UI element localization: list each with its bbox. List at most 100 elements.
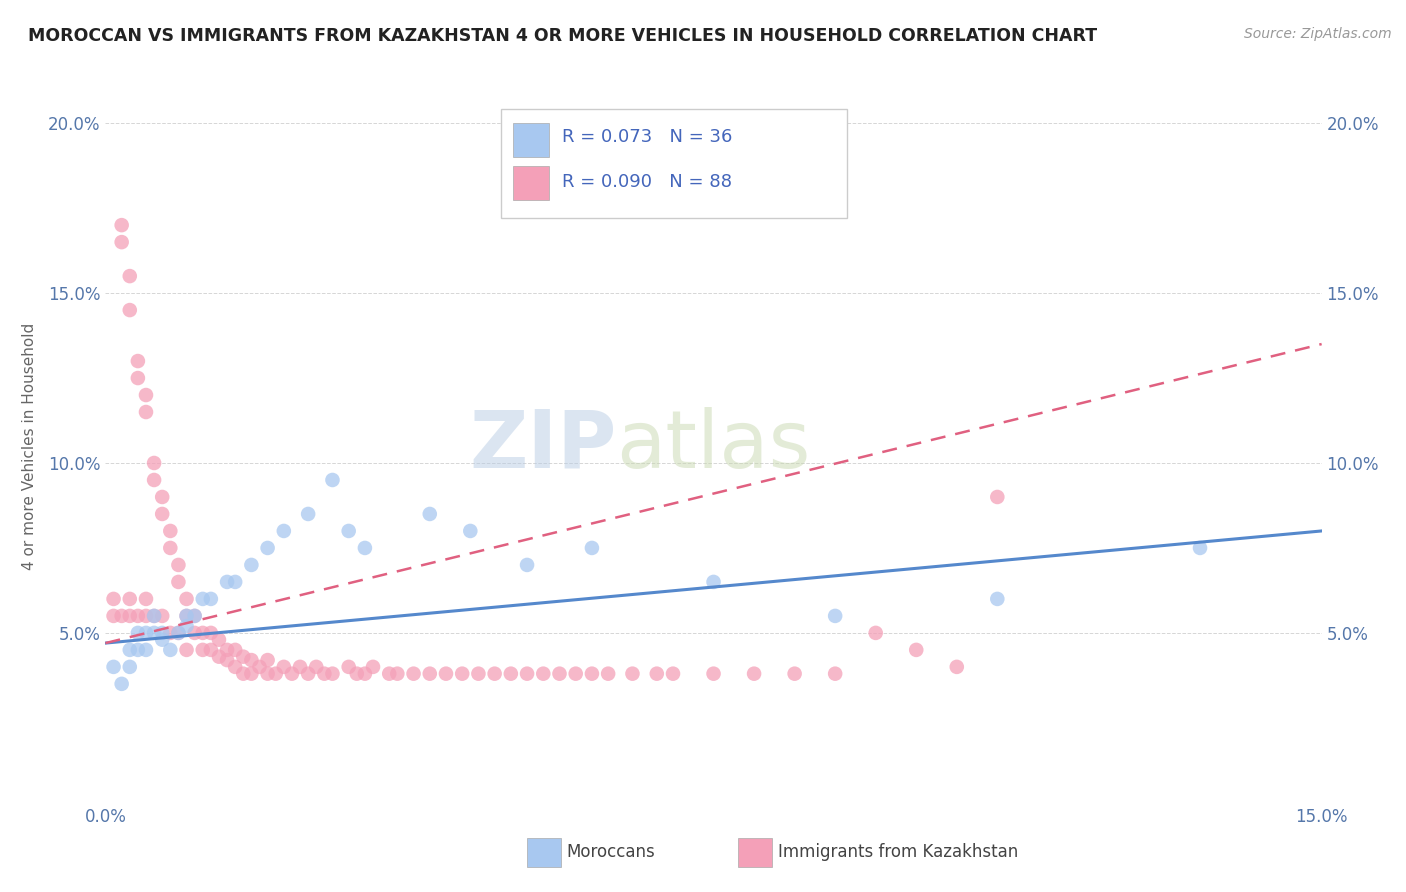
Point bbox=[434, 666, 457, 681]
Point bbox=[297, 666, 319, 681]
Point bbox=[273, 660, 295, 674]
FancyBboxPatch shape bbox=[501, 109, 848, 218]
Point bbox=[264, 666, 287, 681]
Point bbox=[127, 371, 149, 385]
Point bbox=[143, 473, 166, 487]
Point bbox=[217, 643, 239, 657]
Point bbox=[321, 666, 343, 681]
Point bbox=[150, 507, 173, 521]
Point bbox=[111, 677, 134, 691]
Point bbox=[240, 653, 263, 667]
FancyBboxPatch shape bbox=[513, 123, 550, 157]
Point bbox=[200, 643, 222, 657]
Point bbox=[581, 541, 603, 555]
Point bbox=[645, 666, 668, 681]
Point bbox=[273, 524, 295, 538]
Point bbox=[143, 608, 166, 623]
Point bbox=[135, 626, 157, 640]
Point bbox=[118, 660, 141, 674]
Point bbox=[127, 643, 149, 657]
Point bbox=[167, 558, 190, 572]
Point bbox=[865, 626, 887, 640]
Text: R = 0.090   N = 88: R = 0.090 N = 88 bbox=[561, 173, 731, 191]
Point bbox=[183, 608, 205, 623]
Point bbox=[135, 608, 157, 623]
Point bbox=[167, 574, 190, 589]
Point bbox=[176, 619, 198, 633]
Point bbox=[419, 666, 441, 681]
Point bbox=[354, 541, 377, 555]
Point bbox=[183, 626, 205, 640]
Point bbox=[516, 666, 538, 681]
Point bbox=[118, 303, 141, 318]
Point bbox=[346, 666, 368, 681]
Point bbox=[581, 666, 603, 681]
Point bbox=[824, 666, 846, 681]
Point bbox=[143, 626, 166, 640]
Point bbox=[127, 354, 149, 368]
Point bbox=[467, 666, 489, 681]
Text: Moroccans: Moroccans bbox=[567, 843, 655, 861]
Point bbox=[484, 666, 506, 681]
Point bbox=[167, 626, 190, 640]
Point bbox=[499, 666, 522, 681]
Point bbox=[321, 473, 343, 487]
Point bbox=[783, 666, 806, 681]
Text: Source: ZipAtlas.com: Source: ZipAtlas.com bbox=[1244, 27, 1392, 41]
Point bbox=[159, 541, 181, 555]
Point bbox=[297, 507, 319, 521]
Point bbox=[314, 666, 336, 681]
Point bbox=[176, 608, 198, 623]
Point bbox=[135, 405, 157, 419]
Point bbox=[135, 643, 157, 657]
Point bbox=[288, 660, 311, 674]
Point bbox=[378, 666, 401, 681]
Point bbox=[143, 456, 166, 470]
Point bbox=[824, 608, 846, 623]
Point bbox=[598, 666, 620, 681]
Point bbox=[176, 591, 198, 606]
Point bbox=[191, 626, 214, 640]
Point bbox=[232, 666, 254, 681]
Point bbox=[224, 574, 246, 589]
Point bbox=[702, 666, 725, 681]
Point bbox=[419, 507, 441, 521]
Point bbox=[103, 608, 125, 623]
Point bbox=[702, 574, 725, 589]
Point bbox=[305, 660, 328, 674]
Point bbox=[217, 574, 239, 589]
Point bbox=[127, 608, 149, 623]
Point bbox=[159, 524, 181, 538]
Point bbox=[387, 666, 409, 681]
Point bbox=[103, 591, 125, 606]
Point bbox=[176, 608, 198, 623]
Text: atlas: atlas bbox=[616, 407, 811, 485]
Point bbox=[150, 626, 173, 640]
Point bbox=[118, 643, 141, 657]
Point bbox=[249, 660, 271, 674]
Point bbox=[200, 591, 222, 606]
Point bbox=[191, 643, 214, 657]
Point bbox=[240, 558, 263, 572]
Point bbox=[548, 666, 571, 681]
Point bbox=[742, 666, 765, 681]
Point bbox=[337, 660, 360, 674]
Point bbox=[256, 666, 278, 681]
Point bbox=[217, 653, 239, 667]
Point bbox=[240, 666, 263, 681]
Point bbox=[111, 608, 134, 623]
Point bbox=[135, 591, 157, 606]
Point bbox=[662, 666, 685, 681]
Point bbox=[103, 660, 125, 674]
Point bbox=[337, 524, 360, 538]
Point bbox=[150, 632, 173, 647]
Point bbox=[150, 608, 173, 623]
Point bbox=[621, 666, 644, 681]
Point bbox=[402, 666, 425, 681]
Point bbox=[516, 558, 538, 572]
Point bbox=[458, 524, 481, 538]
Point bbox=[183, 608, 205, 623]
FancyBboxPatch shape bbox=[513, 166, 550, 200]
Point bbox=[986, 591, 1008, 606]
Point bbox=[167, 626, 190, 640]
